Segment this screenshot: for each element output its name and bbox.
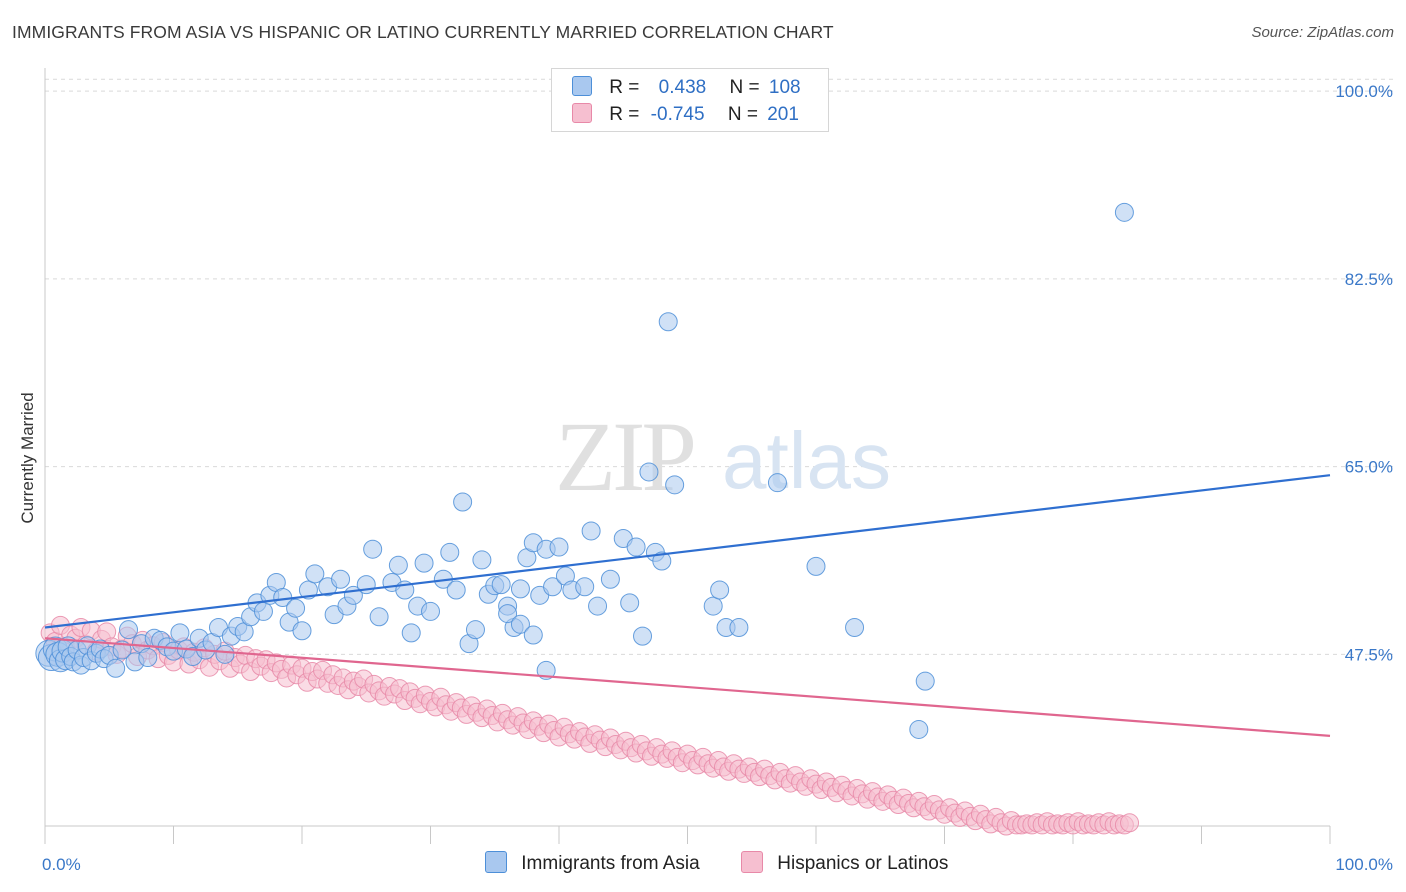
asia-point [363, 539, 383, 559]
asia-point [401, 623, 421, 643]
source-label: Source: ZipAtlas.com [1251, 24, 1394, 41]
legend-swatch-asia [572, 76, 592, 96]
asia-trendline [44, 474, 1331, 629]
asia-points [35, 202, 1134, 739]
asia-point [170, 623, 190, 643]
legend-r-value: 0.438 [658, 77, 707, 98]
correlation-legend: R = 0.438 N = 108 R = -0.745 N = 201 [551, 68, 829, 132]
hispanic-point [1120, 813, 1140, 833]
asia-point [633, 626, 653, 646]
asia-point [510, 579, 530, 599]
y-tick-label: 100.0% [1335, 82, 1393, 101]
y-tick-label: 82.5% [1345, 270, 1393, 289]
legend-r-label: R = [609, 77, 640, 98]
legend-n-value: 108 [768, 77, 801, 98]
gridlines [45, 78, 1395, 655]
asia-point [472, 550, 492, 570]
asia-point [729, 618, 749, 638]
chart-title: IMMIGRANTS FROM ASIA VS HISPANIC OR LATI… [12, 22, 834, 42]
trendlines [44, 474, 1331, 737]
bottom-legend-label-hispanic: Hispanics or Latinos [777, 853, 949, 874]
asia-point [915, 671, 935, 691]
legend-n-value: 201 [767, 104, 799, 125]
asia-point [767, 473, 787, 493]
asia-point [253, 601, 273, 621]
asia-point [369, 607, 389, 627]
legend-n-label: N = [729, 77, 760, 98]
legend-row-hispanic: R = -0.745 N = 201 [572, 103, 799, 127]
legend-r-label: R = [609, 104, 640, 125]
legend-row-asia: R = 0.438 N = 108 [572, 76, 801, 100]
asia-point [440, 542, 460, 562]
x-tick-label: 0.0% [42, 855, 81, 874]
asia-point [388, 555, 408, 575]
watermark-atlas: atlas [722, 416, 891, 505]
asia-point [600, 569, 620, 589]
x-tick-label: 100.0% [1335, 855, 1393, 874]
asia-point [298, 580, 318, 600]
asia-point [119, 620, 139, 640]
asia-point [626, 537, 646, 557]
asia-point [665, 475, 685, 495]
asia-point [652, 551, 672, 571]
asia-point [453, 492, 473, 512]
watermark: ZIP atlas [555, 401, 891, 512]
asia-point [331, 569, 351, 589]
x-tick-labels: 0.0% 100.0% [42, 855, 1393, 874]
asia-point [292, 621, 312, 641]
asia-point [523, 625, 543, 645]
asia-point [620, 593, 640, 613]
asia-point [658, 312, 678, 332]
asia-point [215, 644, 235, 664]
asia-point [498, 604, 518, 624]
asia-point [549, 537, 569, 557]
y-tick-label: 65.0% [1345, 458, 1393, 477]
bottom-legend-hispanic: Hispanics or Latinos [741, 851, 948, 875]
bottom-legend-label-asia: Immigrants from Asia [521, 853, 700, 874]
asia-point [465, 620, 485, 640]
watermark-zip: ZIP [555, 401, 693, 512]
bottom-legend-swatch-hispanic [741, 851, 763, 873]
asia-point [581, 521, 601, 541]
y-tick-labels: 47.5% 65.0% 82.5% 100.0% [1335, 82, 1393, 664]
y-tick-label: 47.5% [1345, 645, 1393, 664]
legend-r-value: -0.745 [650, 104, 705, 125]
asia-point [421, 601, 440, 621]
asia-point [510, 614, 530, 634]
legend-n-label: N = [727, 104, 758, 125]
asia-point [138, 648, 158, 668]
asia-point [845, 618, 865, 638]
asia-point [106, 658, 126, 678]
asia-point [446, 580, 466, 600]
asia-point [286, 598, 306, 618]
asia-point [1114, 202, 1134, 222]
asia-point [588, 596, 608, 616]
asia-point [575, 577, 595, 597]
bottom-legend-swatch-asia [485, 851, 507, 873]
asia-point [414, 553, 434, 573]
hispanic-trendline [44, 637, 1331, 737]
asia-point [491, 575, 511, 595]
asia-point [543, 577, 563, 597]
legend-swatch-hispanic [572, 103, 592, 123]
asia-point [909, 719, 929, 739]
asia-point [305, 564, 325, 584]
asia-point [806, 556, 826, 576]
asia-point [703, 596, 723, 616]
y-axis-label: Currently Married [18, 392, 37, 523]
asia-point [639, 462, 659, 482]
asia-point [710, 580, 730, 600]
bottom-legend-asia: Immigrants from Asia [485, 851, 700, 875]
